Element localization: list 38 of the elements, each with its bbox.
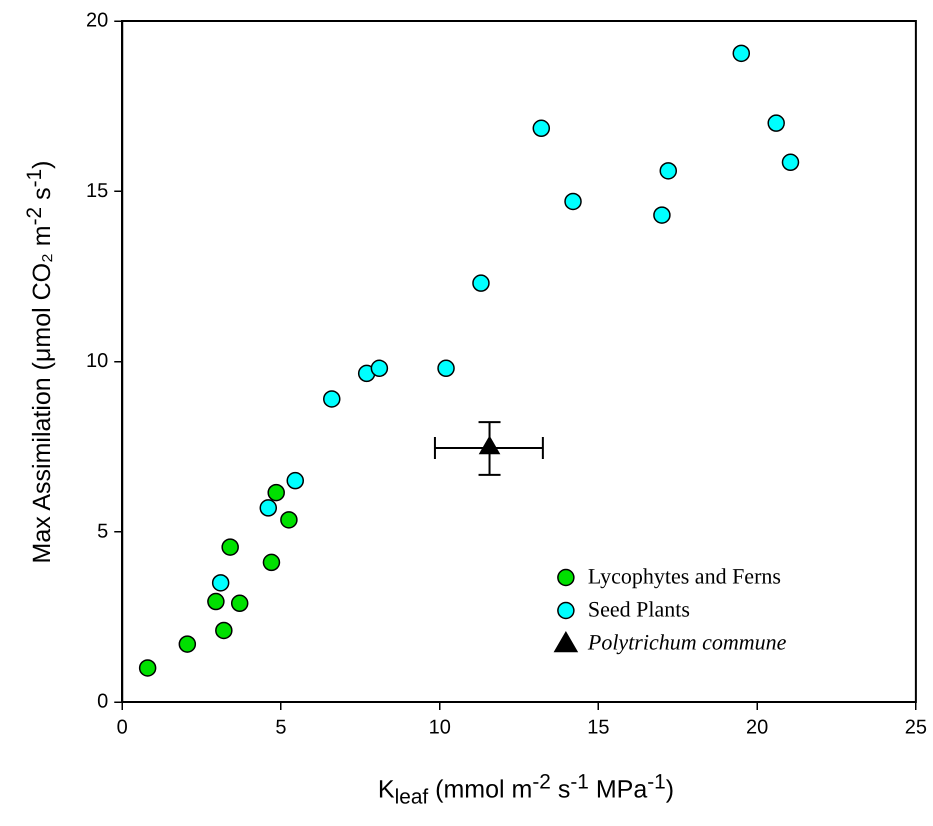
y-tick-label: 10 <box>86 350 108 372</box>
point <box>653 206 671 224</box>
point <box>660 162 678 180</box>
point <box>472 274 490 292</box>
point <box>437 360 455 378</box>
point <box>207 592 225 610</box>
point <box>230 594 248 612</box>
point <box>138 659 156 677</box>
y-tick-label: 5 <box>97 520 108 542</box>
x-tick-label: 15 <box>587 716 610 739</box>
legend-label: Polytrichum commune <box>586 629 787 654</box>
text: K$_{leaf}$ (mmol m$^{-2}$ s$^{-1}$ MPa$^{-1}$) <box>378 770 674 809</box>
point <box>767 114 785 132</box>
x-tick-label: 20 <box>746 716 768 739</box>
point <box>286 472 304 490</box>
y-tick-label: 20 <box>86 10 108 32</box>
point <box>221 538 239 556</box>
x-tick-label: 10 <box>428 716 451 739</box>
point <box>215 622 233 640</box>
legend-label: Seed Plants <box>588 596 690 622</box>
point <box>370 360 388 378</box>
point <box>262 554 280 572</box>
point <box>212 574 230 592</box>
point <box>267 484 285 502</box>
point <box>564 192 582 210</box>
x-tick-label: 25 <box>904 716 927 739</box>
x-tick-label: 5 <box>275 716 287 739</box>
legend-label: Lycophytes and Ferns <box>588 563 781 588</box>
point <box>178 635 196 653</box>
y-tick-label: 0 <box>97 690 108 713</box>
point <box>782 154 800 172</box>
point <box>280 511 298 529</box>
x-tick-label: 0 <box>116 716 128 739</box>
point <box>260 499 278 517</box>
y-tick-label: 15 <box>86 180 108 202</box>
point <box>532 120 550 138</box>
point <box>732 44 750 62</box>
point <box>323 390 341 408</box>
